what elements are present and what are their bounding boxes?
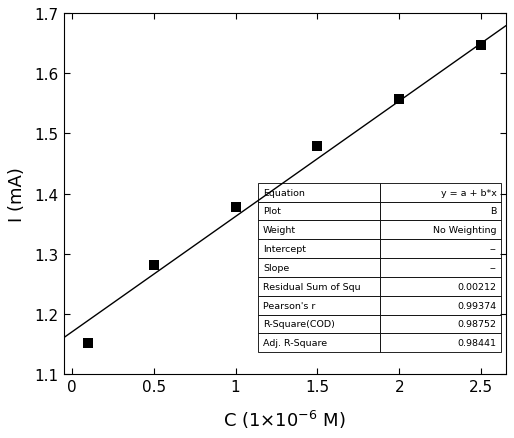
Point: [84, 339, 93, 346]
Point: [150, 262, 158, 269]
X-axis label: C (1$\times$10$^{-6}$ M): C (1$\times$10$^{-6}$ M): [224, 408, 346, 430]
Y-axis label: I (mA): I (mA): [8, 167, 26, 222]
Point: [477, 42, 485, 49]
Point: [395, 96, 403, 103]
Point: [314, 143, 322, 150]
Point: [231, 204, 240, 211]
